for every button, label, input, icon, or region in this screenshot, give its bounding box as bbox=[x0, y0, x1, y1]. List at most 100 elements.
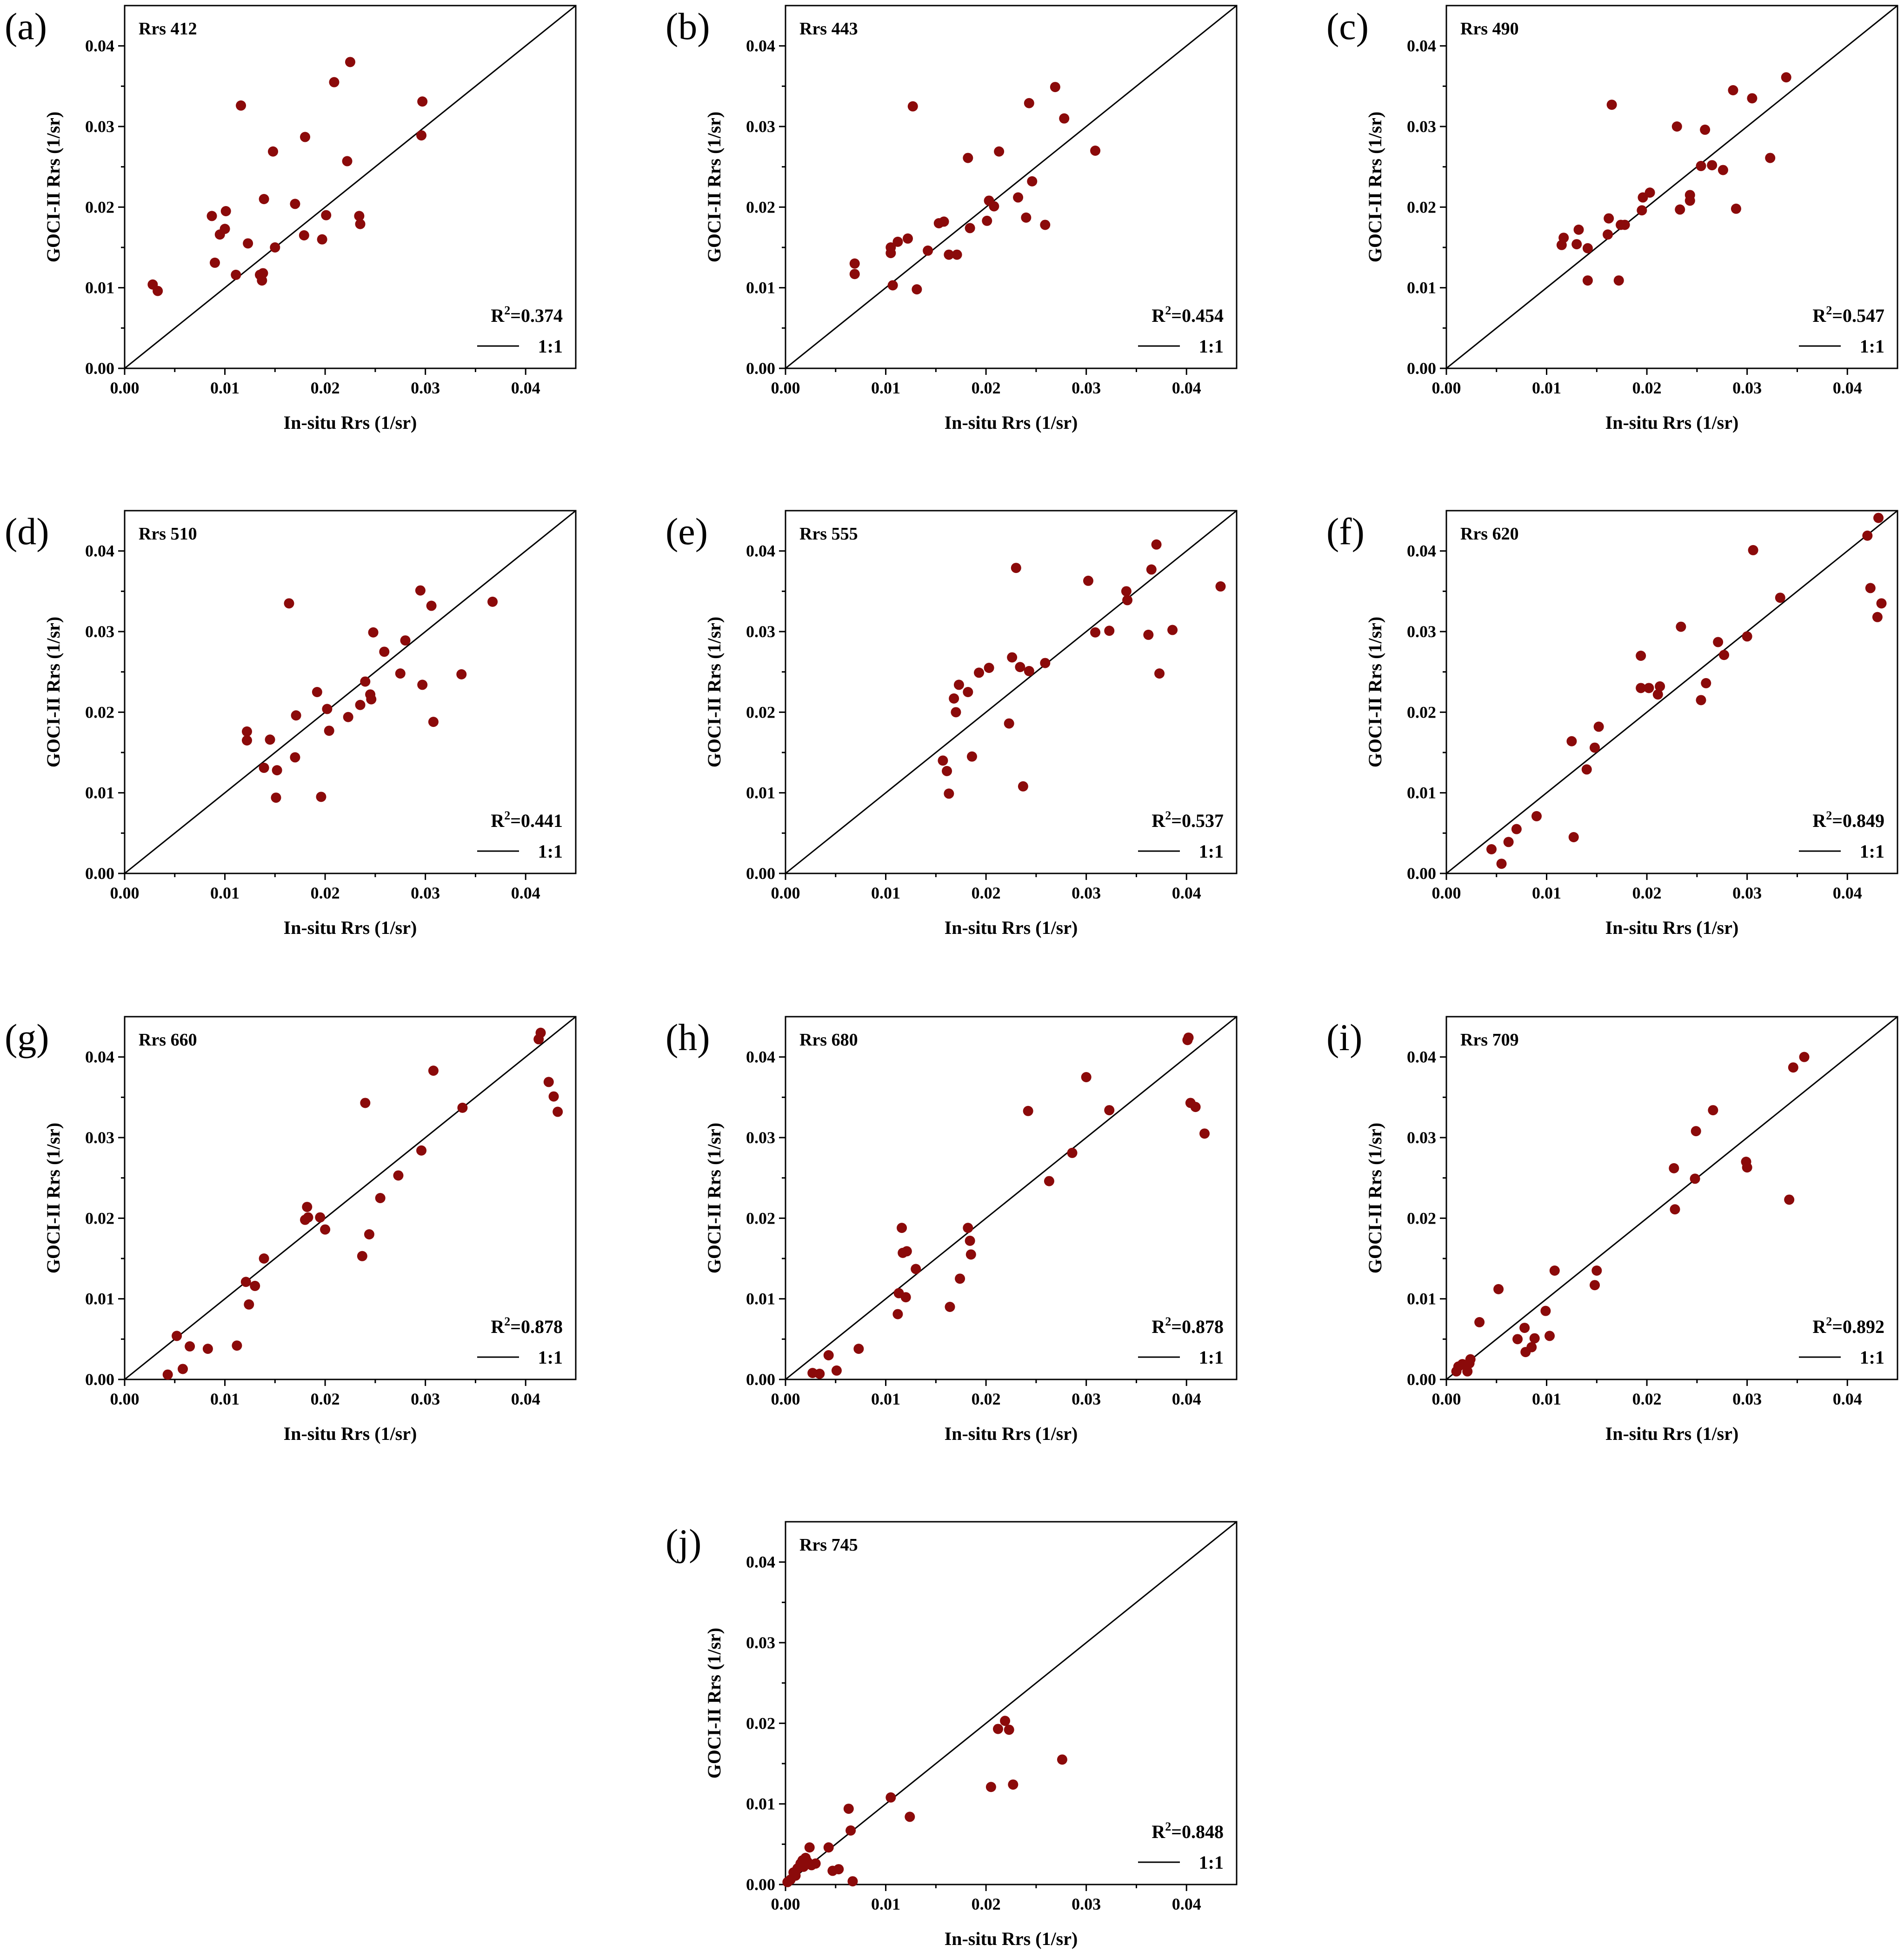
data-point bbox=[244, 1299, 254, 1310]
r-squared-symbol: R bbox=[1152, 1821, 1165, 1842]
data-point bbox=[1669, 1163, 1679, 1173]
data-point bbox=[456, 669, 467, 679]
data-point bbox=[912, 284, 922, 295]
x-tick-label: 0.00 bbox=[771, 379, 800, 397]
panel-title: Rrs 555 bbox=[799, 524, 858, 544]
data-point bbox=[1566, 736, 1577, 746]
r-squared-superscript: 2 bbox=[1826, 304, 1832, 317]
data-point bbox=[1462, 1366, 1473, 1377]
x-tick-label: 0.00 bbox=[1432, 1390, 1461, 1408]
y-tick-label: 0.01 bbox=[1407, 279, 1436, 297]
r-squared-value: =0.441 bbox=[510, 810, 563, 831]
y-tick-label: 0.04 bbox=[1407, 542, 1436, 560]
data-point bbox=[1007, 652, 1018, 663]
data-point bbox=[1215, 581, 1226, 592]
y-tick-label: 0.02 bbox=[1407, 703, 1436, 721]
x-tick-label: 0.01 bbox=[1532, 1390, 1561, 1408]
x-axis-label: In-situ Rrs (1/sr) bbox=[945, 412, 1078, 433]
r-squared-superscript: 2 bbox=[1826, 1315, 1832, 1328]
data-point bbox=[172, 1331, 182, 1341]
data-point bbox=[953, 679, 964, 690]
data-point bbox=[259, 1253, 269, 1264]
legend-label: 1:1 bbox=[1199, 1852, 1224, 1873]
data-point bbox=[1146, 564, 1157, 575]
data-point bbox=[945, 1302, 955, 1312]
y-tick-label: 0.04 bbox=[85, 542, 114, 560]
plot-frame bbox=[124, 510, 577, 874]
data-point bbox=[1675, 204, 1685, 215]
x-axis-label: In-situ Rrs (1/sr) bbox=[284, 917, 417, 938]
data-point bbox=[1873, 513, 1884, 523]
y-tick-label: 0.04 bbox=[85, 37, 114, 55]
data-point bbox=[202, 1344, 213, 1354]
data-point bbox=[1143, 629, 1154, 640]
panel-letter: (f) bbox=[1326, 510, 1365, 553]
x-axis-label: In-situ Rrs (1/sr) bbox=[945, 1928, 1078, 1949]
data-point bbox=[1590, 1280, 1600, 1291]
r-squared-symbol: R bbox=[1152, 810, 1165, 831]
data-point bbox=[810, 1858, 821, 1869]
panel-letter: (b) bbox=[666, 5, 710, 47]
data-point bbox=[1636, 683, 1646, 693]
panel-a: 0.00 0.01 0.02 0.03 0.04 0.00 0.01 0.02 0.03 0.04… bbox=[5, 5, 577, 433]
data-point bbox=[938, 755, 948, 766]
data-point bbox=[1636, 651, 1646, 661]
data-point bbox=[1493, 1284, 1504, 1294]
data-point bbox=[1059, 113, 1070, 124]
data-point bbox=[1606, 100, 1617, 110]
data-point bbox=[416, 1145, 427, 1156]
data-point bbox=[901, 1246, 912, 1257]
panel-title: Rrs 745 bbox=[799, 1535, 858, 1555]
data-point bbox=[939, 216, 949, 227]
r-squared-value: =0.374 bbox=[510, 305, 563, 326]
data-point bbox=[1083, 575, 1093, 586]
data-point bbox=[989, 201, 999, 212]
data-point bbox=[231, 269, 241, 280]
data-point bbox=[1512, 1334, 1523, 1345]
r-squared-label: R2=0.878 bbox=[1152, 1315, 1224, 1337]
one-to-one-line bbox=[124, 5, 576, 369]
y-tick-label: 0.01 bbox=[1407, 784, 1436, 802]
y-tick-label: 0.02 bbox=[746, 1209, 775, 1227]
r-squared-symbol: R bbox=[491, 810, 505, 831]
r-squared-value: =0.848 bbox=[1171, 1821, 1224, 1842]
data-point bbox=[210, 257, 220, 268]
data-point bbox=[1511, 824, 1522, 834]
data-point bbox=[1545, 1331, 1555, 1341]
data-point bbox=[892, 236, 903, 247]
y-axis-label: GOCI-II Rrs (1/sr) bbox=[704, 112, 725, 262]
x-tick-label: 0.00 bbox=[110, 379, 140, 397]
data-point bbox=[897, 1223, 907, 1233]
x-tick-label: 0.03 bbox=[1732, 1390, 1762, 1408]
y-tick-label: 0.02 bbox=[1407, 1209, 1436, 1227]
data-point bbox=[1655, 681, 1665, 692]
y-tick-label: 0.00 bbox=[746, 864, 775, 883]
x-tick-label: 0.04 bbox=[1833, 379, 1862, 397]
plot-frame bbox=[785, 5, 1238, 369]
data-point bbox=[1876, 598, 1887, 609]
data-point bbox=[342, 156, 353, 166]
data-point bbox=[965, 1235, 975, 1246]
data-point bbox=[553, 1106, 563, 1117]
data-point bbox=[364, 1229, 374, 1239]
data-point bbox=[849, 269, 860, 280]
plot-frame bbox=[785, 510, 1238, 874]
r-squared-superscript: 2 bbox=[1165, 304, 1171, 317]
data-point bbox=[415, 585, 426, 596]
x-tick-label: 0.02 bbox=[311, 379, 340, 397]
x-tick-label: 0.03 bbox=[1072, 379, 1101, 397]
data-point bbox=[290, 199, 300, 209]
y-tick-label: 0.04 bbox=[1407, 37, 1436, 55]
data-point bbox=[1719, 650, 1730, 660]
x-tick-label: 0.01 bbox=[210, 884, 240, 902]
data-point bbox=[1558, 233, 1569, 243]
y-tick-label: 0.02 bbox=[85, 703, 114, 721]
y-axis-label: GOCI-II Rrs (1/sr) bbox=[704, 1123, 725, 1273]
r-squared-value: =0.892 bbox=[1832, 1316, 1884, 1337]
data-point bbox=[354, 211, 365, 221]
x-tick-label: 0.01 bbox=[871, 1390, 900, 1408]
data-point bbox=[268, 146, 279, 157]
x-tick-label: 0.03 bbox=[411, 379, 440, 397]
data-point bbox=[345, 57, 355, 67]
data-point bbox=[426, 600, 437, 611]
